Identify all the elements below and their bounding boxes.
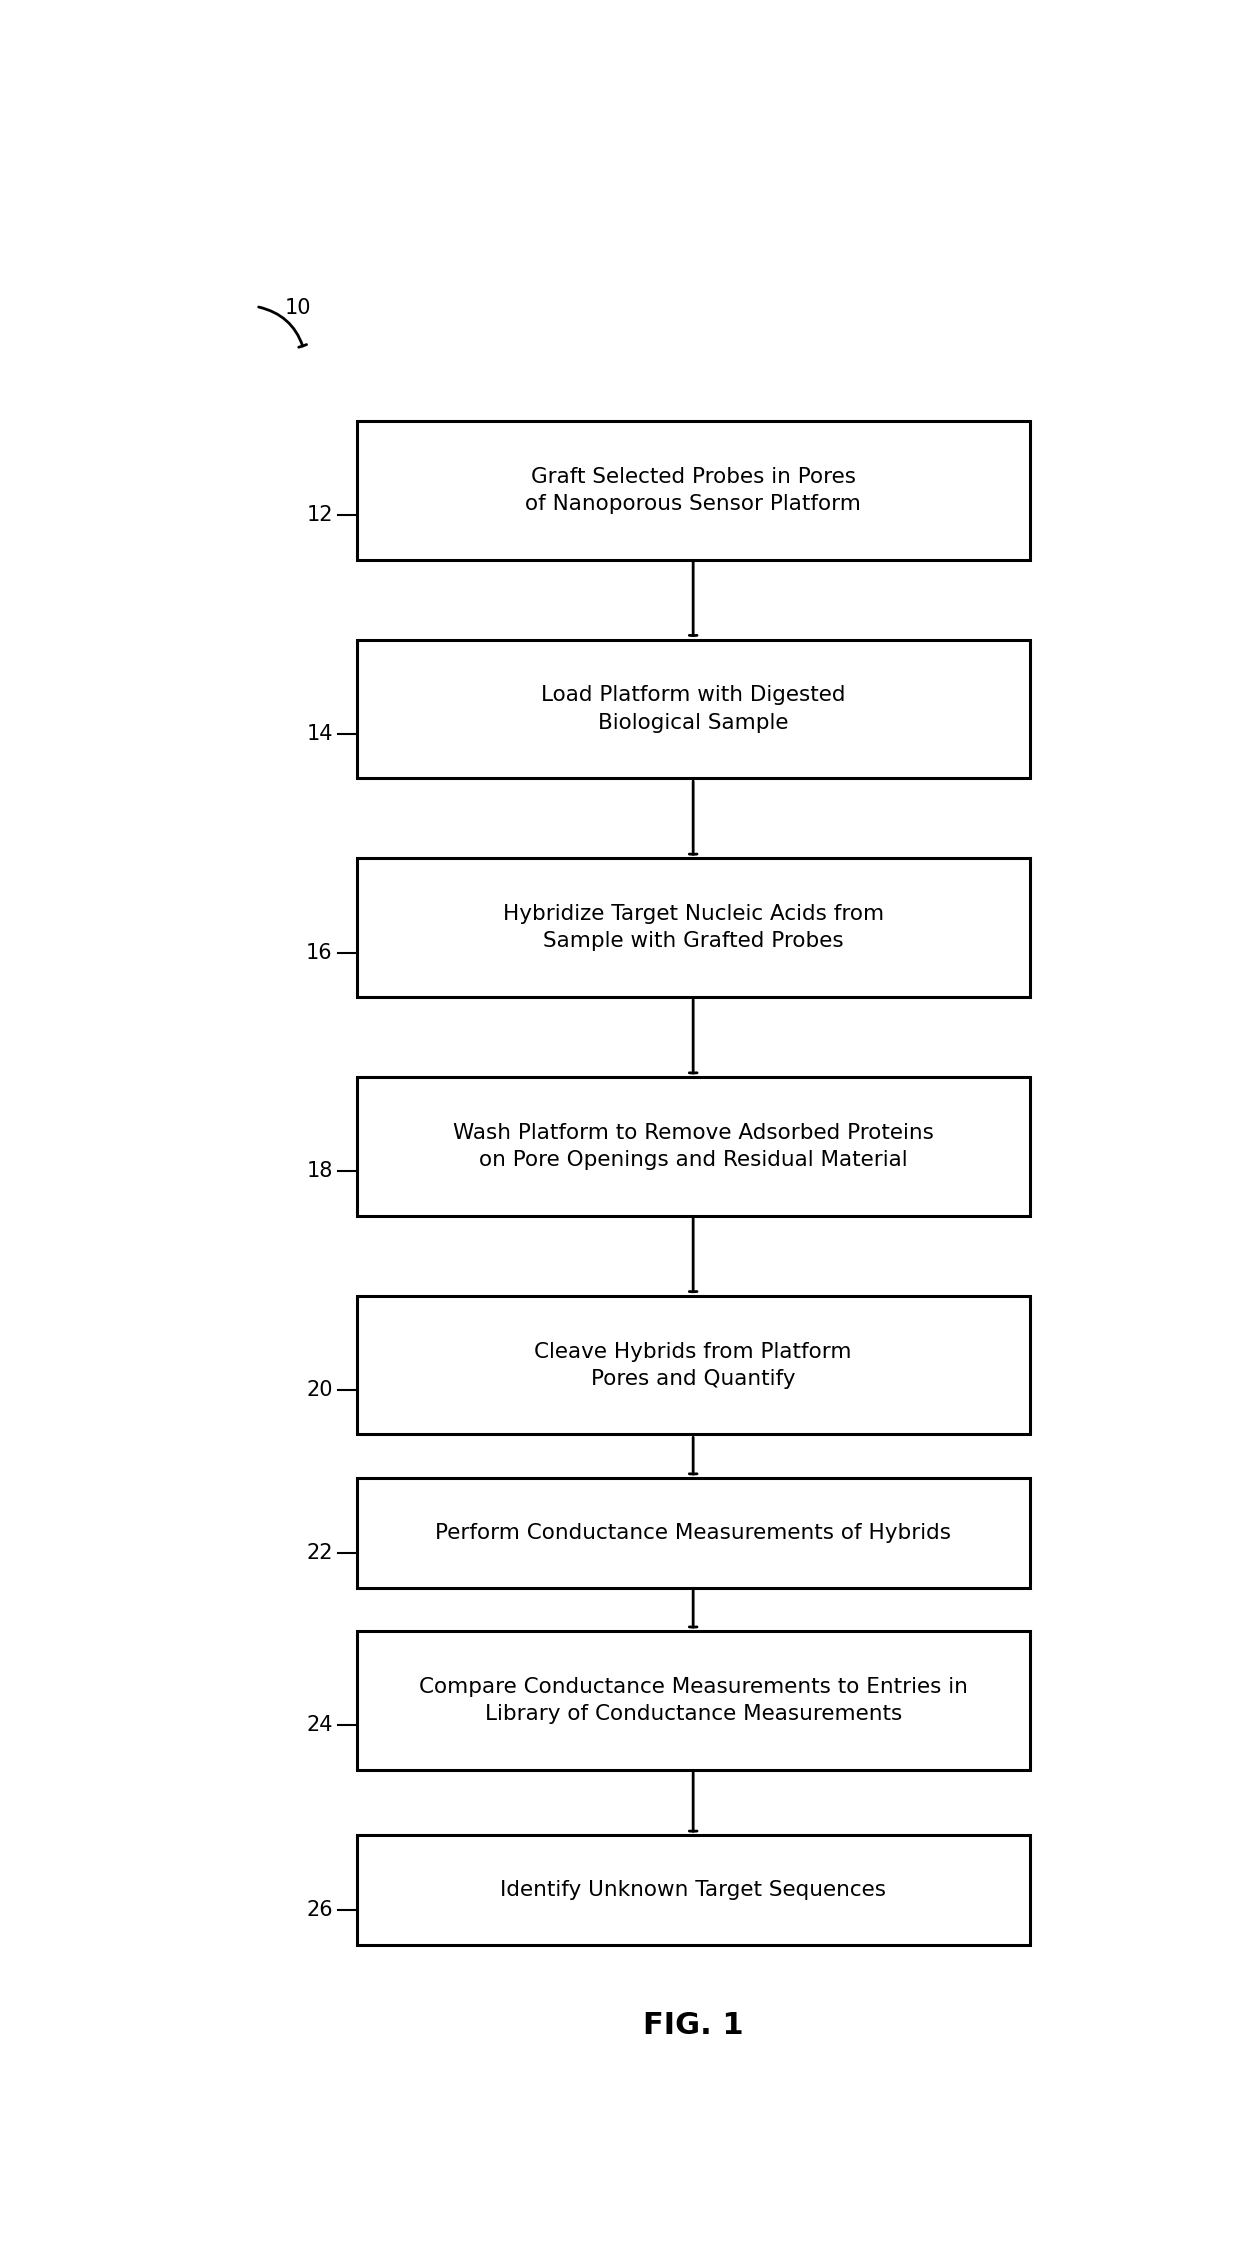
Text: 12: 12 xyxy=(306,505,332,525)
Bar xyxy=(357,858,1029,998)
Text: FIG. 1: FIG. 1 xyxy=(642,2010,744,2039)
Text: 20: 20 xyxy=(306,1380,332,1401)
Text: 22: 22 xyxy=(306,1543,332,1561)
Text: Identify Unknown Target Sequences: Identify Unknown Target Sequences xyxy=(500,1881,887,1901)
Bar xyxy=(357,1632,1029,1770)
Bar xyxy=(357,1077,1029,1215)
Text: Wash Platform to Remove Adsorbed Proteins
on Pore Openings and Residual Material: Wash Platform to Remove Adsorbed Protein… xyxy=(453,1122,934,1170)
Text: Compare Conductance Measurements to Entries in
Library of Conductance Measuremen: Compare Conductance Measurements to Entr… xyxy=(419,1677,967,1724)
Text: 26: 26 xyxy=(306,1901,332,1919)
Text: Perform Conductance Measurements of Hybrids: Perform Conductance Measurements of Hybr… xyxy=(435,1523,951,1543)
Text: Graft Selected Probes in Pores
of Nanoporous Sensor Platform: Graft Selected Probes in Pores of Nanopo… xyxy=(526,466,861,514)
Text: Load Platform with Digested
Biological Sample: Load Platform with Digested Biological S… xyxy=(541,686,846,733)
Text: 16: 16 xyxy=(306,944,332,962)
Bar xyxy=(357,1297,1029,1435)
Bar xyxy=(357,1478,1029,1589)
Text: 10: 10 xyxy=(285,299,311,317)
Text: 14: 14 xyxy=(306,724,332,745)
Text: 24: 24 xyxy=(306,1715,332,1736)
Bar xyxy=(357,640,1029,778)
Text: 18: 18 xyxy=(306,1161,332,1181)
Text: Hybridize Target Nucleic Acids from
Sample with Grafted Probes: Hybridize Target Nucleic Acids from Samp… xyxy=(502,905,884,950)
Bar xyxy=(357,1835,1029,1944)
Text: Cleave Hybrids from Platform
Pores and Quantify: Cleave Hybrids from Platform Pores and Q… xyxy=(534,1342,852,1389)
Bar xyxy=(357,421,1029,559)
